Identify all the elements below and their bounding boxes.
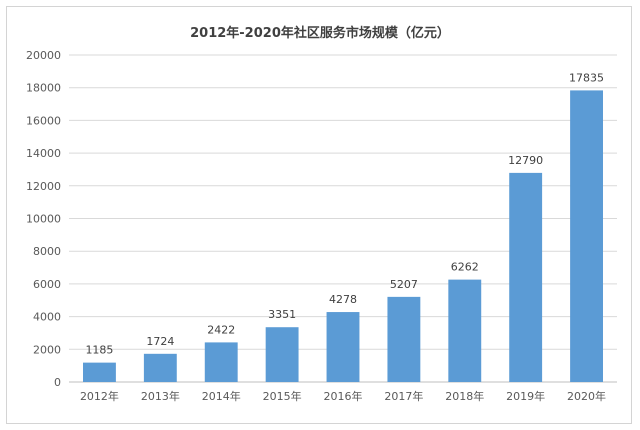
gridlines [69,54,617,383]
x-tick-label: 2015年 [263,389,302,403]
bar [387,296,421,382]
y-tick-label: 2000 [33,343,61,356]
y-tick-label: 4000 [33,311,61,324]
y-tick-label: 12000 [26,180,61,193]
data-label: 5207 [390,278,418,291]
x-tick-label: 2016年 [324,389,363,403]
chart-title: 2012年-2020年社区服务市场规模（亿元） [190,25,450,41]
y-tick-label: 0 [54,376,61,389]
y-tick-label: 16000 [26,114,61,127]
data-label: 17835 [569,71,604,84]
x-tick-label: 2018年 [445,389,484,403]
bar [448,279,482,382]
bar [509,172,543,382]
x-tick-label: 2019年 [506,389,545,403]
x-tick-label: 2013年 [141,389,180,403]
bar [143,353,177,382]
data-label: 1724 [146,335,174,348]
bar-chart: 2012年-2020年社区服务市场规模（亿元） 0 2000 4000 6000 800… [26,25,617,403]
data-label: 6262 [451,261,479,274]
chart-frame: 2012年-2020年社区服务市场规模（亿元） 0 2000 4000 6000 800… [6,6,632,424]
bar [570,90,603,382]
data-label: 12790 [508,154,543,167]
x-axis-ticks: 2012年 2013年 2014年 2015年 2016年 2017年 2018年 2019年… [80,389,606,403]
x-tick-label: 2012年 [80,389,119,403]
bar [265,327,299,382]
data-label: 2422 [207,323,235,336]
data-label: 1185 [85,344,113,357]
y-tick-label: 20000 [26,49,61,62]
y-tick-label: 6000 [33,278,61,291]
data-labels: 1185 1724 2422 3351 4278 5207 6262 12790 17835 [85,71,604,356]
y-tick-label: 8000 [33,245,61,258]
y-tick-label: 10000 [26,213,61,226]
y-axis-ticks: 0 2000 4000 6000 8000 10000 12000 14000 16000 180… [26,49,61,389]
x-tick-label: 2017年 [384,389,423,403]
data-label: 3351 [268,308,296,321]
bar [326,312,360,382]
x-tick-label: 2020年 [567,389,606,403]
y-tick-label: 18000 [26,82,61,95]
bar [83,362,116,382]
x-tick-label: 2014年 [202,389,241,403]
bars [83,90,603,382]
data-label: 4278 [329,293,357,306]
y-tick-label: 14000 [26,147,61,160]
bar [204,342,238,382]
